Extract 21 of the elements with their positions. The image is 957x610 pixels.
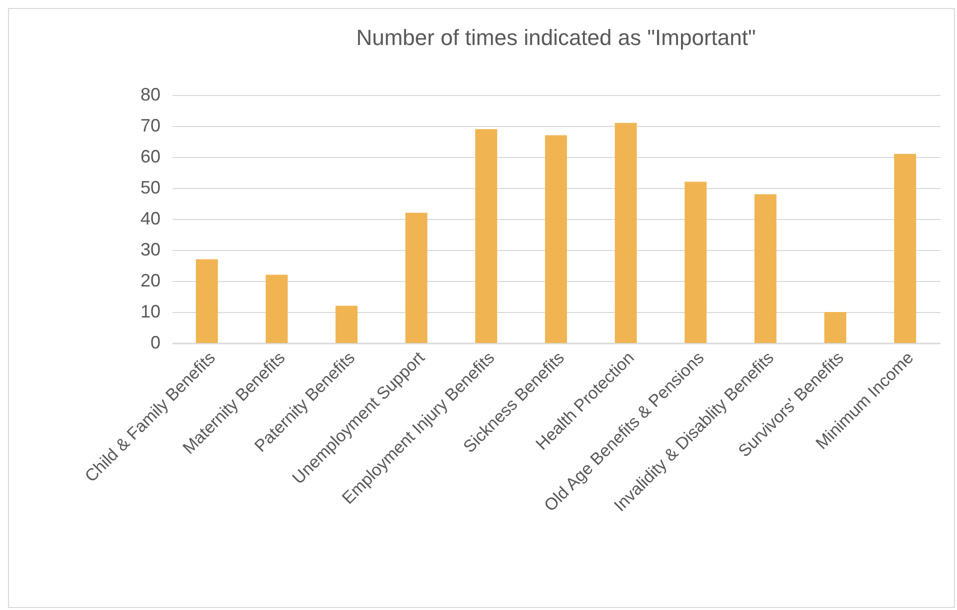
bar xyxy=(336,306,358,343)
y-tick-label: 70 xyxy=(140,116,160,136)
y-tick-label: 10 xyxy=(140,302,160,322)
y-tick-label: 30 xyxy=(140,240,160,260)
y-tick-label: 80 xyxy=(140,84,160,104)
bar xyxy=(545,135,567,343)
bar xyxy=(754,194,776,343)
chart-title: Number of times indicated as "Important" xyxy=(356,25,756,50)
bar xyxy=(894,154,916,343)
y-tick-label: 0 xyxy=(150,332,160,352)
bar xyxy=(196,259,218,343)
bar xyxy=(405,212,428,343)
y-tick-label: 60 xyxy=(140,146,160,166)
y-tick-label: 50 xyxy=(140,178,160,198)
y-tick-label: 20 xyxy=(140,270,160,290)
bar xyxy=(614,122,637,343)
bar xyxy=(266,274,288,343)
y-tick-label: 40 xyxy=(140,208,160,228)
bar xyxy=(475,129,498,343)
bar xyxy=(824,312,846,343)
bar xyxy=(684,182,707,343)
